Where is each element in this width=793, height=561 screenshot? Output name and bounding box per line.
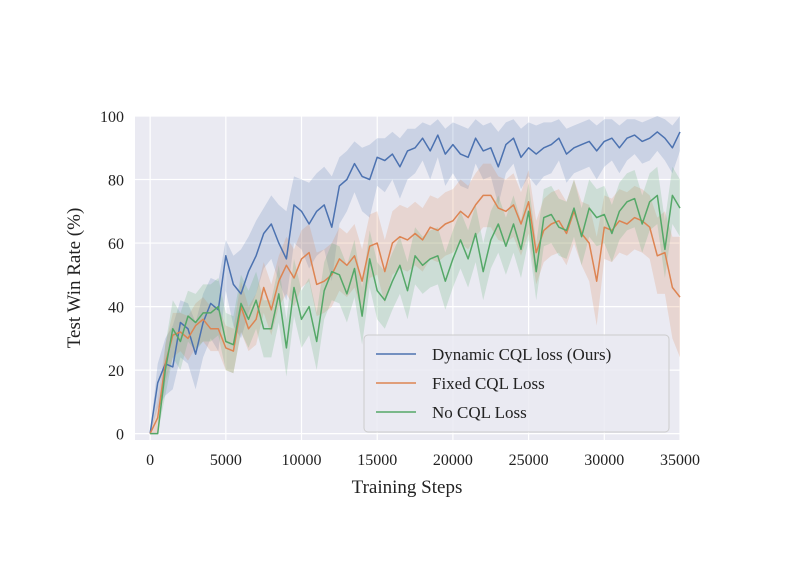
y-tick-label: 80 xyxy=(108,173,124,190)
legend-label-2: No CQL Loss xyxy=(432,403,527,422)
x-axis-label: Training Steps xyxy=(352,477,463,498)
series-lines xyxy=(149,131,681,435)
band-series-0 xyxy=(150,116,681,434)
x-tick-label: 0 xyxy=(146,452,154,469)
x-tick-label: 20000 xyxy=(433,452,473,469)
y-tick-label: 20 xyxy=(108,363,124,380)
x-tick-label: 35000 xyxy=(660,452,700,469)
y-tick-labels: 0 20 40 60 80 100 xyxy=(100,109,124,444)
line-series-2 xyxy=(150,194,681,435)
x-tick-label: 10000 xyxy=(282,452,322,469)
x-tick-label: 25000 xyxy=(509,452,549,469)
y-tick-label: 40 xyxy=(108,300,124,317)
legend-label-1: Fixed CQL Loss xyxy=(432,374,545,393)
y-tick-label: 100 xyxy=(100,109,124,126)
confidence-bands xyxy=(150,116,681,434)
x-tick-label: 15000 xyxy=(357,452,397,469)
x-tick-label: 5000 xyxy=(210,452,242,469)
band-series-1 xyxy=(150,163,681,434)
x-tick-label: 30000 xyxy=(584,452,624,469)
legend-label-0: Dynamic CQL loss (Ours) xyxy=(432,345,611,364)
y-axis-label: Test Win Rate (%) xyxy=(64,208,85,349)
line-series-1 xyxy=(149,194,681,434)
legend-box xyxy=(363,334,670,433)
band-series-2 xyxy=(150,166,681,434)
y-tick-label: 60 xyxy=(108,236,124,253)
x-tick-labels: 0 5000 10000 15000 20000 25000 30000 35000 xyxy=(146,452,700,469)
y-tick-label: 0 xyxy=(116,427,124,444)
legend: Dynamic CQL loss (Ours) Fixed CQL Loss No … xyxy=(363,334,670,433)
line-series-0 xyxy=(149,131,681,434)
